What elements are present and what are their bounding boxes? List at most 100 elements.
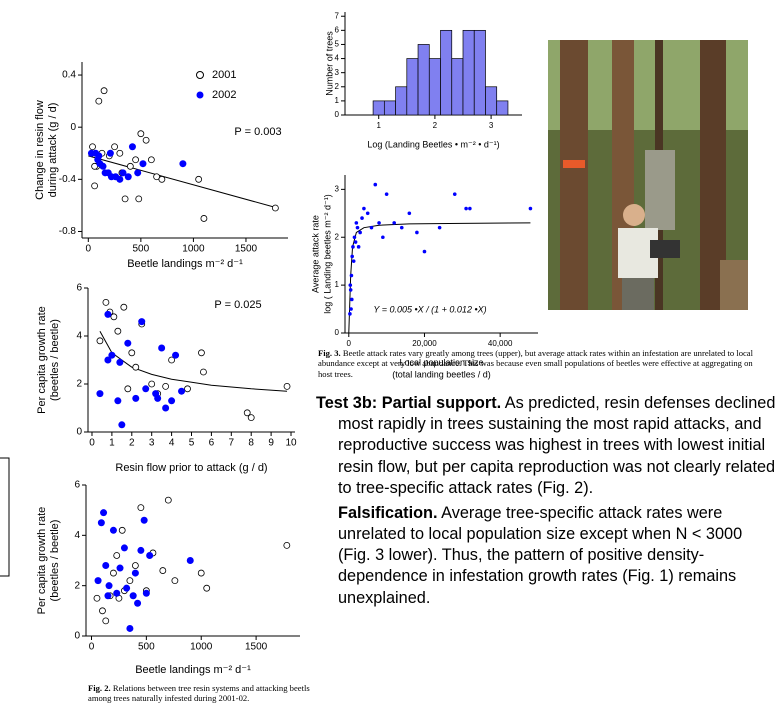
point xyxy=(528,206,533,211)
x-axis-label: Log (Landing Beetles • m⁻² • d⁻¹) xyxy=(367,139,499,149)
point xyxy=(95,152,103,160)
point xyxy=(283,382,291,390)
point xyxy=(360,216,364,220)
caption-text: Relations between tree resin systems and… xyxy=(88,683,310,704)
text-body: Test 3b: Partial support. As predicted, … xyxy=(316,393,776,613)
point xyxy=(356,245,361,249)
point xyxy=(114,397,122,405)
x-axis-label: Beetle landings m⁻² d⁻¹ xyxy=(135,664,251,676)
x-tick-label: 8 xyxy=(248,438,254,449)
y-tick-label: 0.4 xyxy=(62,70,76,81)
y-tick-label: 6 xyxy=(74,480,80,491)
y-tick-label: 2 xyxy=(335,82,340,91)
x-axis-label: Resin flow prior to attack (g / d) xyxy=(115,462,267,474)
point xyxy=(355,225,360,230)
point xyxy=(132,394,140,402)
fig3-caption: Fig. 3. Beetle attack rates vary greatly… xyxy=(318,348,758,379)
y-tick-label: 4 xyxy=(76,331,82,342)
point xyxy=(102,298,110,306)
point xyxy=(171,577,179,585)
bar xyxy=(372,100,385,116)
y-tick-label: 2 xyxy=(76,379,82,390)
y-tick-label: 0 xyxy=(74,631,80,642)
point xyxy=(283,542,291,549)
legend-marker xyxy=(196,71,204,79)
x-tick-label: 1 xyxy=(376,121,381,130)
point xyxy=(134,599,142,607)
point xyxy=(104,356,112,364)
point xyxy=(146,551,154,559)
x-tick-label: 0 xyxy=(347,339,352,348)
point xyxy=(271,204,279,212)
y-tick-label: 1 xyxy=(335,96,340,105)
point xyxy=(154,394,162,402)
point xyxy=(200,368,207,376)
y-tick-label: 6 xyxy=(335,25,340,34)
x-axis-label: Beetle landings m⁻² d⁻¹ xyxy=(127,258,243,270)
point xyxy=(126,577,134,585)
point xyxy=(126,624,134,632)
point xyxy=(153,173,161,181)
x-tick-label: 3 xyxy=(149,438,155,449)
point xyxy=(184,385,191,393)
y-tick-label: 2 xyxy=(335,232,340,241)
bar xyxy=(428,58,441,116)
point xyxy=(437,225,442,230)
point xyxy=(97,519,105,527)
caption-text: Beetle attack rates vary greatly among t… xyxy=(318,348,754,379)
x-tick-label: 7 xyxy=(229,438,235,449)
point xyxy=(142,136,150,144)
x-tick-label: 2 xyxy=(433,121,438,130)
point xyxy=(137,546,145,554)
point xyxy=(124,339,132,347)
point xyxy=(464,206,468,211)
bar xyxy=(496,100,509,116)
x-tick-label: 1 xyxy=(109,438,115,449)
x-tick-label: 40,000 xyxy=(488,339,513,348)
y-tick-label: 2 xyxy=(74,580,80,591)
point xyxy=(243,409,251,417)
annotation: P = 0.025 xyxy=(214,299,261,311)
x-tick-label: 3 xyxy=(489,121,494,130)
point xyxy=(195,175,203,183)
point xyxy=(135,195,143,203)
x-axis-label: (total landing beetles / d) xyxy=(392,369,491,379)
point xyxy=(124,385,132,393)
point xyxy=(178,387,186,395)
x-tick-label: 1500 xyxy=(235,244,258,255)
point xyxy=(350,297,354,302)
point xyxy=(131,569,139,577)
y-axis-label: Per capita growth rate xyxy=(36,507,48,615)
y-tick-label: 7 xyxy=(335,11,340,20)
y-axis-label: (beetles / beetle) xyxy=(49,319,61,401)
point xyxy=(353,240,358,244)
x-tick-label: 5 xyxy=(189,438,195,449)
y-axis-label: Number of trees xyxy=(324,31,334,96)
point xyxy=(116,175,124,183)
heading: Falsification. xyxy=(338,503,438,522)
point xyxy=(110,569,117,577)
point xyxy=(358,230,362,235)
x-tick-label: 1000 xyxy=(182,244,205,255)
point xyxy=(351,259,356,263)
point xyxy=(128,143,136,151)
point xyxy=(110,313,118,321)
y-tick-label: 5 xyxy=(335,40,340,49)
point xyxy=(399,225,404,230)
point xyxy=(407,211,412,216)
point xyxy=(159,567,167,574)
point xyxy=(348,312,352,316)
fit-line xyxy=(88,155,278,209)
point xyxy=(111,143,118,151)
y-tick-label: 0 xyxy=(70,122,76,133)
point xyxy=(104,310,112,318)
point xyxy=(105,582,113,590)
point xyxy=(148,380,156,388)
x-tick-label: 6 xyxy=(209,438,215,449)
y-tick-label: -0.8 xyxy=(59,226,77,237)
point xyxy=(109,526,117,534)
x-tick-label: 0 xyxy=(89,642,95,653)
point xyxy=(132,156,140,164)
point xyxy=(140,516,148,524)
